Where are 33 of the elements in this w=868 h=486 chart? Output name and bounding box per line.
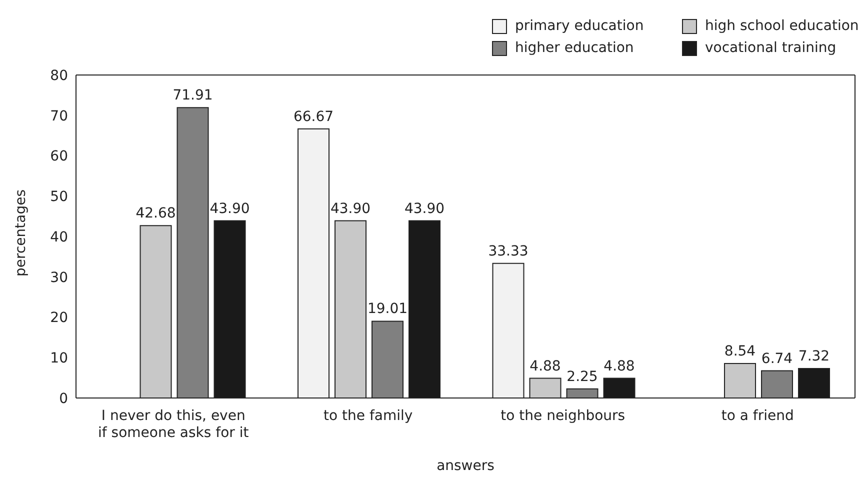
- data-label: 4.88: [604, 358, 635, 374]
- x-tick-label: to the neighbours: [500, 408, 626, 424]
- y-tick-label: 70: [50, 108, 68, 124]
- data-label: 6.74: [761, 350, 793, 367]
- data-label: 33.33: [488, 243, 528, 260]
- y-tick-label: 40: [50, 229, 68, 246]
- data-label: 19.01: [367, 301, 408, 318]
- legend-label: primary education: [515, 18, 644, 34]
- data-label: 8.54: [724, 344, 756, 360]
- legend-label: high school education: [705, 18, 859, 34]
- y-tick-label: 80: [50, 68, 68, 84]
- x-axis-title: answers: [436, 458, 494, 474]
- y-tick-label: 60: [50, 148, 68, 165]
- x-tick-label: to the family: [324, 408, 413, 424]
- legend-label: higher education: [515, 40, 634, 56]
- y-tick-label: 20: [50, 310, 68, 326]
- x-tick-label: to a friend: [721, 408, 794, 424]
- data-label: 43.90: [210, 200, 250, 217]
- y-tick-label: 30: [50, 270, 68, 286]
- data-label: 43.90: [330, 200, 371, 217]
- data-label: 7.32: [798, 348, 830, 364]
- data-label: 4.88: [530, 358, 561, 374]
- data-label: 66.67: [293, 108, 334, 125]
- y-tick-label: 10: [50, 350, 68, 367]
- data-label: 2.25: [566, 368, 598, 385]
- data-label: 71.91: [172, 88, 213, 104]
- y-tick-label: 50: [50, 189, 68, 206]
- y-axis-title: percentages: [12, 190, 29, 276]
- y-tick-label: 0: [59, 390, 68, 407]
- x-tick-label: I never do this, even if someone asks for it: [98, 408, 250, 441]
- legend-label: vocational training: [705, 40, 836, 56]
- data-label: 42.68: [136, 206, 176, 222]
- data-label: 43.90: [404, 200, 445, 217]
